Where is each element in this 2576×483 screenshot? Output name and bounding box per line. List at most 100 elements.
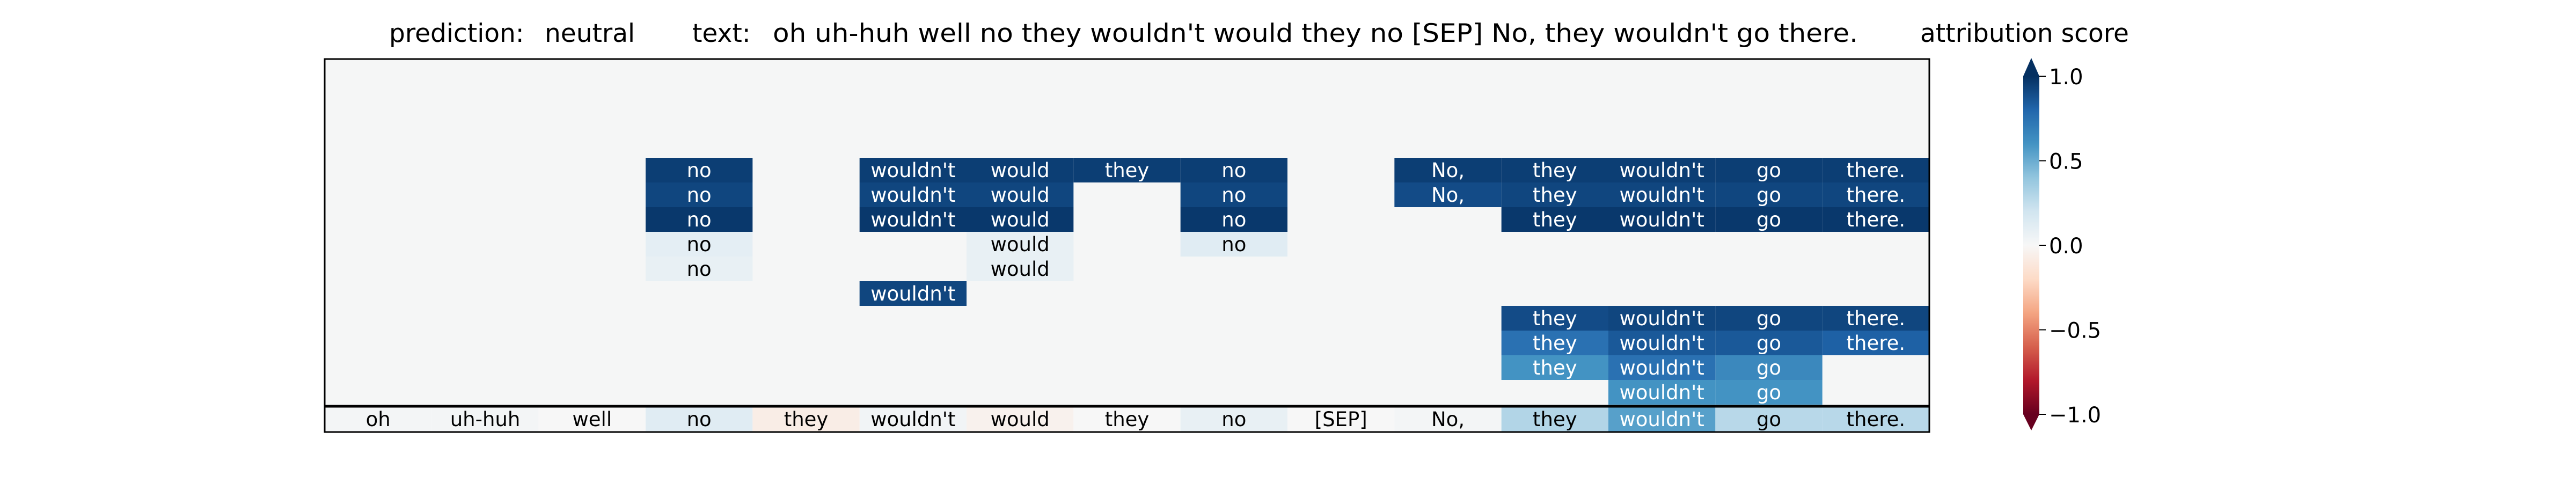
heatmap-cell [1715,380,1823,405]
title-text-label: text: [692,19,751,48]
heatmap-cell-label: wouldn't [870,184,955,207]
heatmap-cell [859,281,967,306]
heatmap-cell [1073,158,1181,182]
heatmap-cell-label: wouldn't [870,282,955,305]
heatmap-cell-label: would [991,258,1050,281]
input-token-cell [1394,406,1502,432]
colorbar-tick-label: 0.0 [2049,234,2083,259]
heatmap-cell [1715,207,1823,232]
heatmap-cell-label: wouldn't [1620,208,1704,231]
heatmap-cell-label: they [1533,208,1577,231]
input-token-label: go [1757,408,1781,431]
input-token-cell [752,406,860,432]
input-token-cell [1501,406,1608,432]
heatmap-cell-label: there. [1847,159,1906,182]
heatmap-cell [646,232,753,257]
heatmap-cell [1822,182,1929,207]
heatmap-cell [1501,182,1608,207]
heatmap-cell-label: they [1533,356,1577,379]
colorbar-label: attribution score [1920,19,2129,48]
heatmap-cell-label: wouldn't [1620,332,1704,355]
heatmap-cell-label: would [991,159,1050,182]
heatmap-cell-label: they [1105,159,1150,182]
heatmap-cell [1608,380,1716,405]
heatmap-cell [1608,158,1716,182]
heatmap-cell-label: no [687,208,712,231]
colorbar-tick-label: −0.5 [2049,319,2101,343]
title-prediction-value: neutral [545,19,635,48]
heatmap-cell [1822,158,1929,182]
heatmap-cell [1822,331,1929,355]
title-text-value: oh uh-huh well no they wouldn't would th… [773,19,1858,48]
heatmap-cell-label: they [1533,332,1577,355]
heatmap-cell [967,158,1074,182]
heatmap-cell-label: wouldn't [1620,159,1704,182]
heatmap-cell-label: go [1757,332,1781,355]
heatmap-cell [1501,158,1608,182]
heatmap-cell [1608,182,1716,207]
heatmap-cell [1501,355,1608,380]
input-token-cell [1608,406,1716,432]
heatmap-cell [1501,207,1608,232]
heatmap-cell-label: wouldn't [1620,307,1704,330]
heatmap-cell-label: wouldn't [870,159,955,182]
heatmap-cell-label: wouldn't [870,208,955,231]
heatmap-cell [1822,306,1929,331]
heatmap-cell [967,257,1074,281]
heatmap-cell-label: would [991,208,1050,231]
colorbar [2023,76,2039,414]
heatmap-cell [646,257,753,281]
heatmap-cell-label: no [1221,184,1246,207]
input-token-cell [1822,406,1929,432]
heatmap-cell [859,207,967,232]
input-token-label: no [687,408,712,431]
input-token-cell [1073,406,1181,432]
heatmap-cell-label: go [1757,307,1781,330]
heatmap-cell-label: they [1533,307,1577,330]
heatmap-cell-label: would [991,233,1050,256]
heatmap-cell [1608,207,1716,232]
input-token-label: they [1105,408,1150,431]
input-token-label: they [1533,408,1577,431]
heatmap-cell [646,182,753,207]
heatmap-cell-label: there. [1847,184,1906,207]
heatmap-cell [1394,182,1502,207]
colorbar-tick-label: 0.5 [2049,150,2083,174]
heatmap-cell-label: they [1533,159,1577,182]
heatmap-cell [1608,331,1716,355]
heatmap-cell-label: they [1533,184,1577,207]
heatmap-cell [1180,207,1287,232]
heatmap-cell-label: there. [1847,332,1906,355]
heatmap-cell [1180,232,1287,257]
heatmap-cell [1501,306,1608,331]
heatmap-cell [1608,306,1716,331]
heatmap-cell-label: no [687,233,712,256]
heatmap-cell-label: no [687,159,712,182]
input-token-row: oh uh-huh well no they wouldn't would they no [SE… [325,406,1929,432]
heatmap-cell-label: wouldn't [1620,381,1704,404]
input-token-label: No, [1431,408,1465,431]
input-token-cell [967,406,1074,432]
heatmap-cell [1715,355,1823,380]
heatmap-cell [1180,182,1287,207]
heatmap-cell [967,207,1074,232]
heatmap-cell-label: No, [1431,184,1465,207]
heatmap-cell [1715,182,1823,207]
input-token-label: [SEP] [1315,408,1367,431]
heatmap-cell [1715,306,1823,331]
input-token-cell [325,406,432,432]
heatmap-cell-label: wouldn't [1620,356,1704,379]
input-token-cell [1287,406,1395,432]
heatmap-cell [1822,207,1929,232]
heatmap-cell [1501,331,1608,355]
heatmap-cell [967,182,1074,207]
colorbar-max-extend [2023,58,2039,76]
heatmap-cell-label: no [1221,233,1246,256]
input-token-cell [1715,406,1823,432]
heatmap-cell [1715,158,1823,182]
input-token-cell [431,406,539,432]
heatmap-cell-label: there. [1847,307,1906,330]
input-token-label: uh-huh [450,408,521,431]
colorbar-tick-label: −1.0 [2049,403,2101,428]
